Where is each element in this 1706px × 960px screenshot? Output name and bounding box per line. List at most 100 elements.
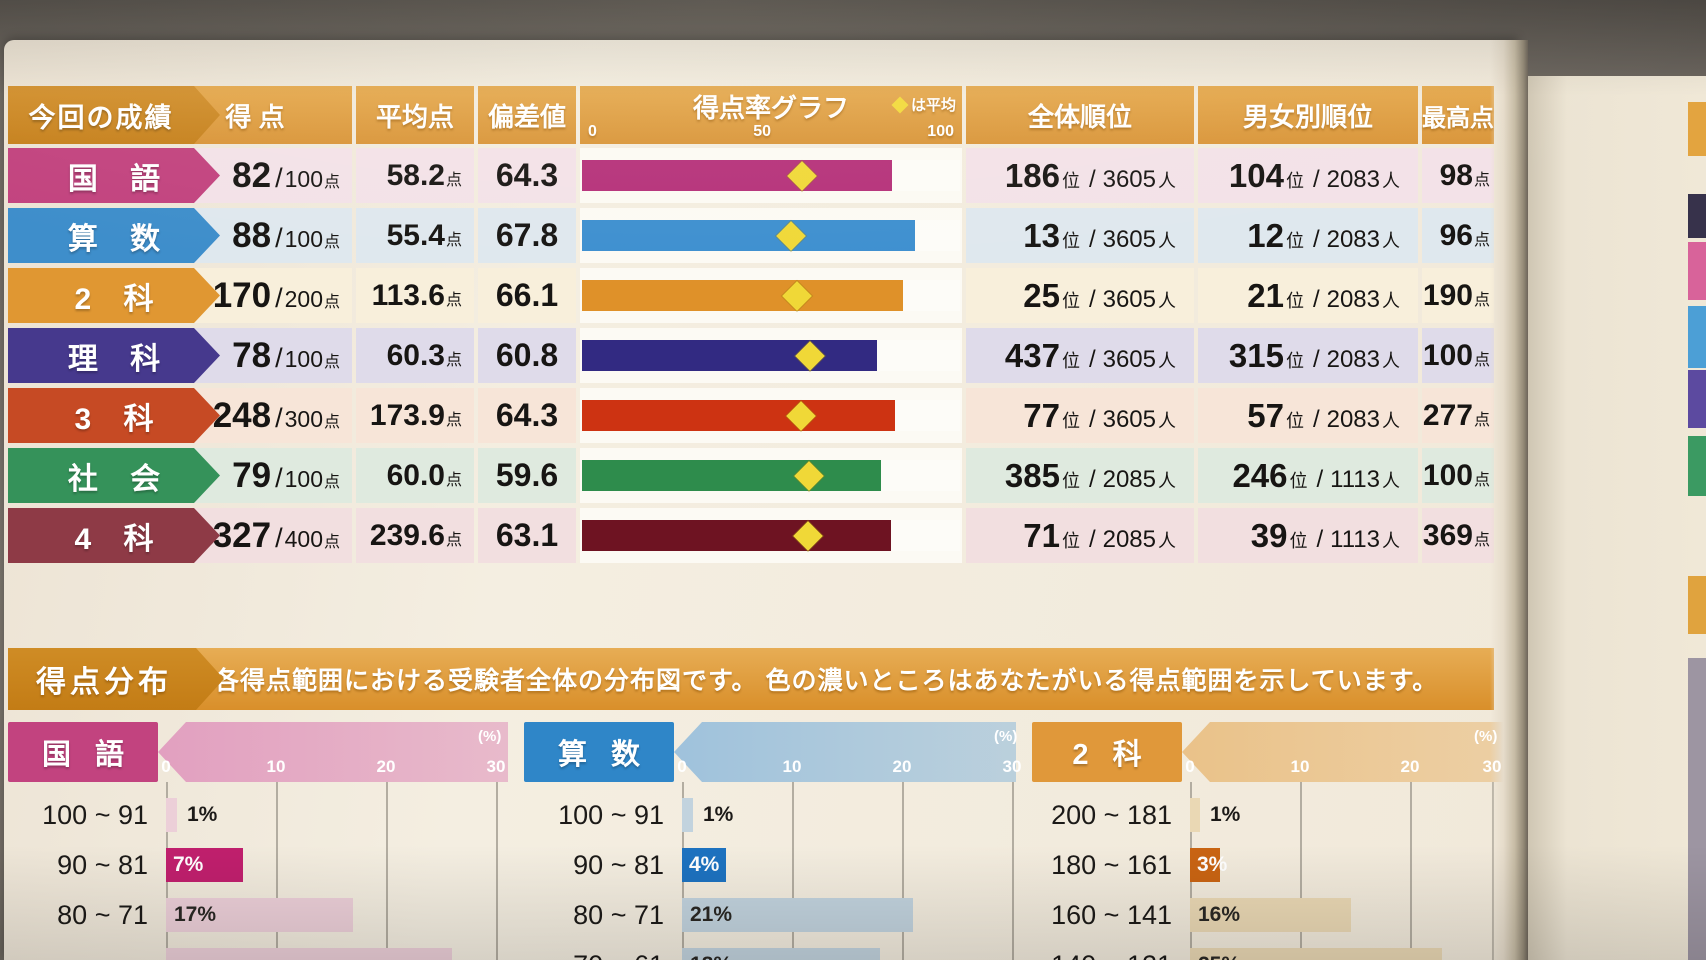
bar-percent-label: 1% [1210,803,1241,826]
points-unit: 点 [445,291,462,309]
top-score-value: 277 [1422,398,1473,432]
rank-unit: 位 [1061,530,1080,551]
gender-rank-cell: 246 位 /1113 人 [1198,448,1418,503]
distribution-bar [166,898,353,932]
rank-slash: / [1316,525,1324,553]
distribution-bar [166,848,243,882]
score-rows: 82/100点 58.2点 64.3 186 位/3605 人 104 位/2083 人 98点国… [8,148,1494,563]
adjacent-page-color-block [1688,576,1706,634]
bar-percent-label: 1% [187,803,218,826]
rank-unit: 位 [1061,350,1080,371]
score-table: 今回の成績 得 点 平均点 偏差値 得点率グラフ は平均 0 50 [8,86,1494,568]
scale-50: 50 [753,123,771,140]
score-value: 327 [212,515,272,555]
score-rate-graph-cell [580,448,962,503]
chart-axis-strip [1182,722,1508,782]
score-value: 248 [212,395,272,435]
top-score-cell: 190点 [1422,268,1494,323]
rank-unit: 位 [1285,410,1304,431]
average-cell: 55.4点 [356,208,474,263]
points-unit: 点 [1473,471,1490,489]
gridline [1300,782,1302,960]
rank-slash: / [1088,465,1096,493]
score-slash: / [275,282,283,313]
score-rate-graph-cell [580,328,962,383]
percent-axis-label: (%) [478,728,502,745]
chart-plot-area: 100 ~ 91 1% 90 ~ 81 7% 80 ~ 71 17% [8,782,508,960]
adjacent-page-color-block [1688,242,1706,300]
people-unit: 人 [1382,350,1400,371]
deviation-cell: 66.1 [478,268,576,323]
points-unit: 点 [445,171,462,189]
top-score-value: 100 [1422,338,1473,372]
people-unit: 人 [1158,410,1176,431]
overall-rank-value: 13 [1023,216,1060,254]
points-unit: 点 [1473,291,1490,309]
score-rate-graph-cell [580,508,962,563]
points-unit: 点 [445,531,462,549]
bar-percent-label: 25% [1198,953,1240,960]
points-unit: 点 [445,411,462,429]
subject-name: 3 科 [74,402,166,436]
score-slash: / [275,462,283,493]
points-unit: 点 [1473,231,1490,249]
distribution-banner: 得点分布 各得点範囲における受験者全体の分布図です。 色の濃いところはあなたがい… [8,648,1494,710]
people-unit: 人 [1158,350,1176,371]
top-score-cell: 369点 [1422,508,1494,563]
gender-rank-value: 57 [1247,396,1284,434]
adjacent-page [1528,76,1706,960]
points-unit: 点 [1473,351,1490,369]
chart-subject-label: 2 科 [1032,722,1182,782]
deviation-value: 64.3 [495,157,559,193]
distribution-row: 100 ~ 91 1% [8,795,508,835]
rank-slash: / [1312,285,1320,313]
subject-label: 2 科 [8,268,220,323]
people-unit: 人 [1382,230,1400,251]
people-unit: 人 [1382,290,1400,311]
graph-note-text: は平均 [910,97,956,114]
distribution-bar [1190,898,1351,932]
points-unit: 点 [323,353,340,371]
range-label: 90 ~ 81 [573,849,664,880]
people-unit: 人 [1382,470,1400,491]
points-unit: 点 [1473,411,1490,429]
distribution-bar [1190,848,1220,882]
overall-rank-total: 3605 [1102,285,1156,313]
range-label: 180 ~ 161 [1051,849,1172,880]
page-edge [1490,40,1528,960]
deviation-value: 64.3 [495,397,559,433]
percent-axis-label: (%) [1474,728,1498,745]
distribution-bar [166,948,452,960]
subject-label: 国 語 [8,148,220,203]
overall-rank-value: 186 [1004,156,1060,194]
range-label: 100 ~ 91 [558,799,664,830]
distribution-row: 80 ~ 71 21% [524,895,1016,935]
score-rate-graph-cell [580,148,962,203]
gender-rank-total: 2083 [1326,405,1380,433]
subject-label: 理 科 [8,328,220,383]
chart-subject-label: 国 語 [8,722,158,782]
subject-name: 2 科 [74,282,166,316]
gender-rank-total: 2083 [1326,345,1380,373]
score-report-page: 今回の成績 得 点 平均点 偏差値 得点率グラフ は平均 0 50 [4,40,1518,960]
chart-plot-area: 200 ~ 181 1% 180 ~ 161 3% 160 ~ 141 16% 140 ~ … [1032,782,1508,960]
rank-slash: / [1312,345,1320,373]
overall-rank-cell: 437 位 /3605 人 [966,328,1194,383]
subject-label: 4 科 [8,508,220,563]
scale-100: 100 [927,123,954,140]
bar-percent-label: 21% [690,903,733,926]
graph-track [582,400,960,431]
gender-rank-cell: 12 位 /2083 人 [1198,208,1418,263]
score-max: 300 [284,405,323,432]
score-max: 100 [284,165,323,192]
axis-tick: 0 [161,757,171,776]
rank-unit: 位 [1285,170,1304,191]
overall-rank-total: 2085 [1102,465,1156,493]
range-label: 80 ~ 71 [573,899,664,930]
score-slash: / [275,342,283,373]
rank-slash: / [1088,285,1096,313]
gridline [902,782,904,960]
top-score-value: 190 [1422,278,1473,312]
score-row: 78/100点 60.3点 60.8 437 位/3605 人 315 位/2083 人 100点… [8,328,1494,383]
